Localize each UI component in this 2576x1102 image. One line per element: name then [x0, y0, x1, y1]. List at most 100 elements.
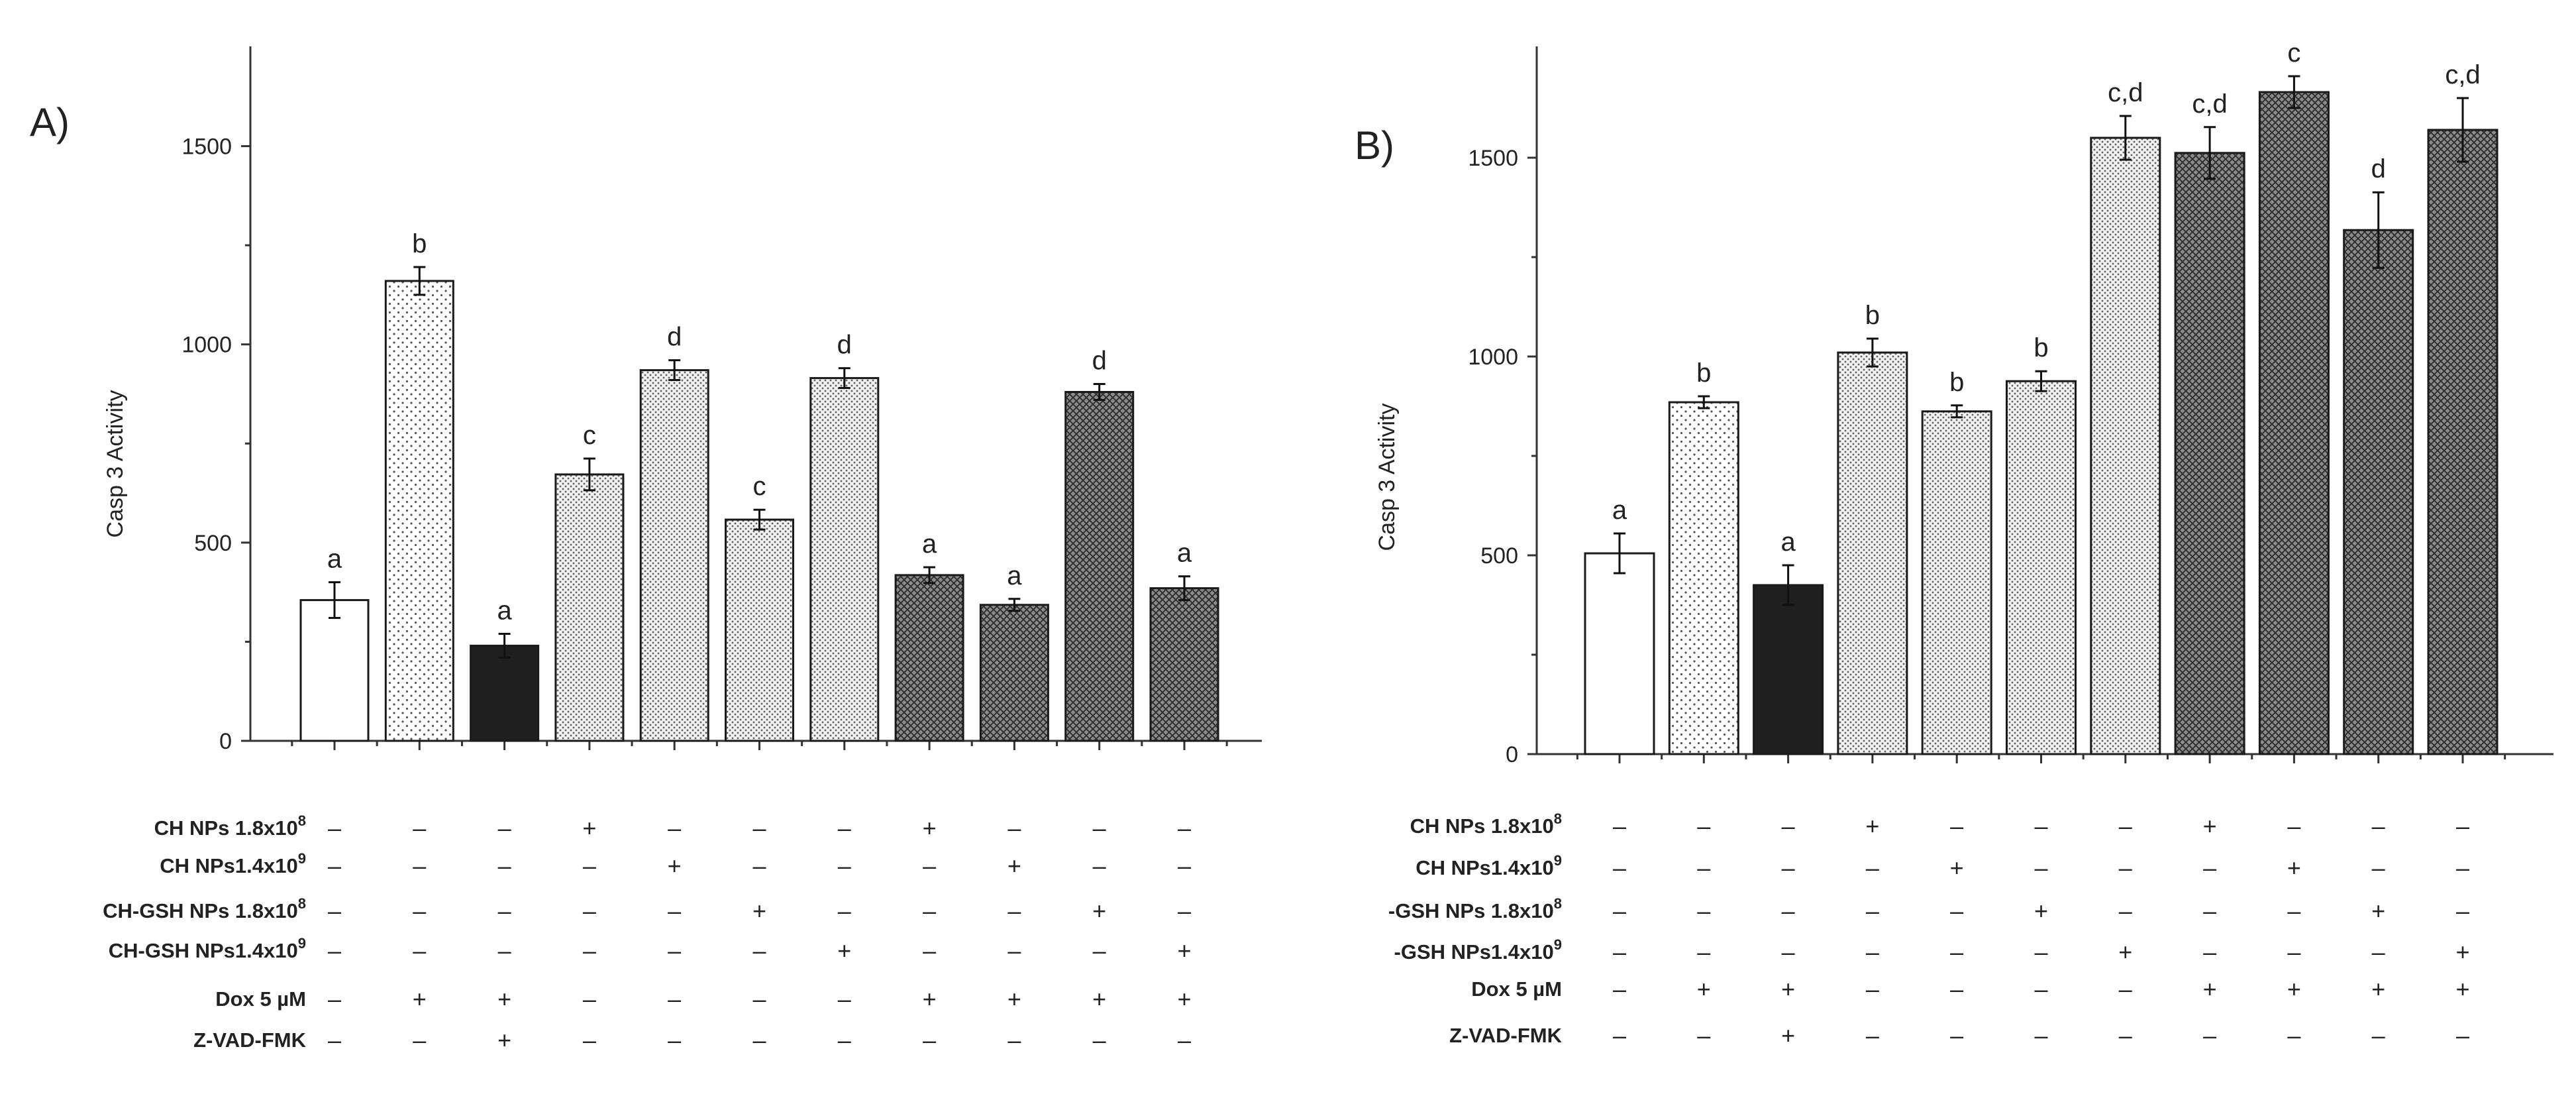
treatment-plus-sign: + — [2203, 975, 2217, 1003]
treatment-minus-sign: – — [1093, 1026, 1106, 1054]
treatment-minus-sign: – — [328, 852, 341, 879]
exponent-superscript: 9 — [298, 935, 306, 952]
treatment-plus-sign: + — [1697, 975, 1711, 1003]
treatment-minus-sign: – — [2119, 897, 2132, 924]
treatment-minus-sign: – — [1007, 937, 1021, 964]
treatment-minus-sign: – — [1950, 938, 1963, 965]
panel-b: B) Casp 3 Activity 0 500 1000 1500 a b a b b b c,d… — [1355, 38, 2553, 1049]
treatment-minus-sign: – — [1697, 812, 1710, 840]
treatment-row-label: -GSH NPs1.4x109 — [1394, 936, 1562, 964]
error-bar — [1008, 598, 1021, 612]
treatment-minus-sign: – — [752, 1026, 766, 1054]
treatment-plus-sign: + — [582, 814, 596, 842]
treatment-plus-sign: + — [2287, 975, 2301, 1003]
treatment-minus-sign: – — [498, 897, 511, 924]
treatment-minus-sign: – — [2034, 854, 2047, 881]
treatment-minus-sign: – — [1613, 854, 1626, 881]
significance-letter: b — [1949, 368, 1964, 397]
treatment-minus-sign: – — [1178, 814, 1191, 842]
error-bar — [668, 359, 681, 382]
treatment-minus-sign: – — [583, 852, 596, 879]
significance-letter: c,d — [2108, 78, 2143, 107]
treatment-minus-sign: – — [2287, 938, 2300, 965]
treatment-minus-sign: – — [1950, 1022, 1963, 1049]
treatment-minus-sign: – — [668, 1026, 681, 1054]
treatment-row-label: CH NPs 1.8x108 — [1410, 810, 1562, 838]
treatment-minus-sign: – — [2203, 1022, 2216, 1049]
significance-letter: c,d — [2192, 89, 2227, 119]
error-bar — [2035, 370, 2047, 392]
bar — [1668, 401, 1739, 755]
error-bar — [413, 266, 426, 296]
treatment-plus-sign: + — [1092, 985, 1106, 1013]
significance-letter: c — [753, 472, 766, 501]
bar — [2090, 137, 2161, 755]
bar — [2258, 91, 2330, 755]
treatment-minus-sign: – — [838, 985, 851, 1013]
error-bar — [2372, 191, 2385, 269]
treatment-minus-sign: – — [2372, 1022, 2385, 1049]
significance-letter: d — [837, 331, 852, 360]
treatment-minus-sign: – — [668, 897, 681, 924]
treatment-plus-sign: + — [923, 985, 937, 1013]
error-bar — [2288, 75, 2300, 109]
exponent-superscript: 9 — [298, 850, 306, 867]
treatment-plus-sign: + — [497, 1026, 511, 1054]
treatment-plus-sign: + — [2371, 897, 2385, 924]
bar — [639, 369, 709, 742]
treatment-plus-sign: + — [837, 937, 851, 964]
treatment-minus-sign: – — [2203, 897, 2216, 924]
y-tick-label: 1500 — [1468, 146, 1518, 171]
treatment-minus-sign: – — [2203, 938, 2216, 965]
treatment-plus-sign: + — [2203, 812, 2217, 840]
treatment-minus-sign: – — [923, 1026, 936, 1054]
treatment-minus-sign: – — [752, 937, 766, 964]
treatment-minus-sign: – — [1093, 937, 1106, 964]
treatment-minus-sign: – — [1950, 812, 1963, 840]
treatment-plus-sign: + — [1781, 975, 1795, 1003]
treatment-minus-sign: – — [2287, 897, 2300, 924]
bar — [2343, 229, 2414, 755]
error-bar — [2204, 126, 2216, 180]
error-bar — [2119, 115, 2132, 161]
panel-a-treatment-table: CH NPs 1.8x108– – – + – – – + – – –CH NPs1.4x109– –… — [103, 812, 1191, 1054]
treatment-minus-sign: – — [1950, 897, 1963, 924]
bar — [1837, 351, 1908, 755]
treatment-minus-sign: – — [2034, 938, 2047, 965]
bar — [2006, 380, 2077, 755]
significance-letter: a — [922, 529, 937, 559]
treatment-row-label: -GSH NPs 1.8x108 — [1388, 895, 1562, 922]
bar — [979, 604, 1049, 742]
treatment-minus-sign: – — [2119, 1022, 2132, 1049]
bar — [299, 599, 370, 742]
error-bar — [498, 632, 511, 659]
error-bar — [1614, 532, 1625, 575]
treatment-minus-sign: – — [1697, 938, 1710, 965]
treatment-minus-sign: – — [1613, 938, 1626, 965]
significance-letter: b — [2034, 333, 2048, 362]
bar — [1753, 584, 1824, 755]
bar — [470, 644, 540, 742]
error-bar — [753, 508, 766, 531]
treatment-plus-sign: + — [1007, 852, 1021, 879]
treatment-minus-sign: – — [2372, 854, 2385, 881]
bar — [2174, 152, 2245, 755]
treatment-minus-sign: – — [328, 897, 341, 924]
significance-letter: a — [1007, 561, 1022, 590]
treatment-row-label: CH-GSH NPs 1.8x108 — [103, 895, 306, 922]
error-bar — [1951, 404, 1963, 419]
treatment-minus-sign: – — [1782, 897, 1795, 924]
panel-b-treatment-table: CH NPs 1.8x108 – – – + – – – + – – – CH NPs1.4x109 – –… — [1388, 810, 2470, 1049]
treatment-plus-sign: + — [2455, 975, 2469, 1003]
y-tick-label: 1000 — [181, 333, 232, 358]
panel-b-plot-area: 0 500 1000 1500 a b a b b b c,d c,d c d c,d — [1468, 38, 2553, 767]
treatment-plus-sign: + — [1950, 854, 1964, 881]
treatment-minus-sign: – — [1613, 897, 1626, 924]
treatment-minus-sign: – — [838, 1026, 851, 1054]
significance-letter: d — [667, 323, 682, 352]
significance-letter: c,d — [2445, 60, 2480, 89]
treatment-minus-sign: – — [1866, 975, 1879, 1003]
treatment-minus-sign: – — [2034, 1022, 2047, 1049]
treatment-minus-sign: – — [413, 814, 426, 842]
